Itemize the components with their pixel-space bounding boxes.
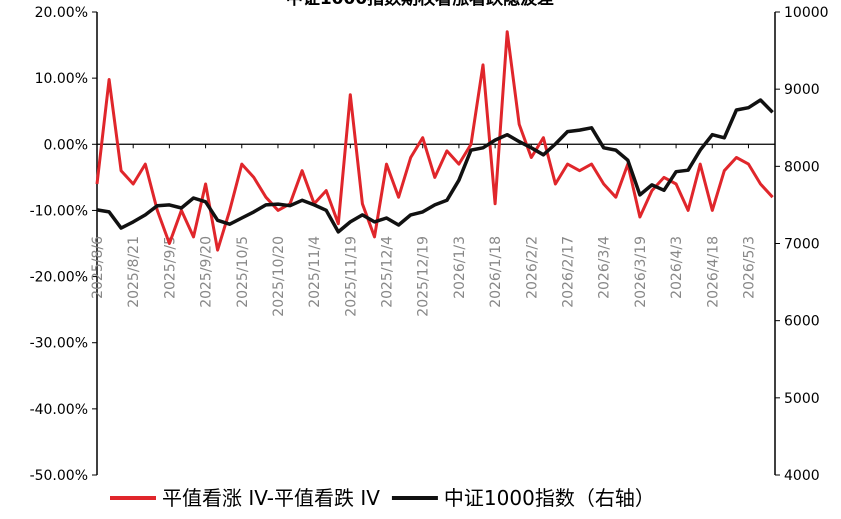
y-tick-label: -20.00%	[30, 270, 88, 286]
legend-label: 平值看涨 IV-平值看跌 IV	[162, 486, 380, 510]
x-tick-label: 2025/12/4	[380, 236, 396, 308]
x-tick-label: 2025/12/19	[416, 236, 432, 317]
chart-title: 中证1000指数期权看涨看跌隐波差	[286, 0, 554, 9]
y-tick-label: -30.00%	[30, 336, 88, 352]
x-tick-label: 2026/1/3	[452, 236, 468, 299]
y2-tick-label: 8000	[784, 159, 820, 175]
y2-tick-label: 6000	[784, 314, 820, 330]
x-tick-label: 2025/8/21	[126, 236, 142, 308]
x-tick-label: 2025/11/19	[343, 236, 359, 317]
y-tick-label: -50.00%	[30, 468, 88, 484]
x-tick-label: 2026/2/2	[524, 236, 540, 299]
y2-tick-label: 9000	[784, 82, 820, 98]
y2-tick-label: 5000	[784, 391, 820, 407]
x-tick-label: 2025/9/5	[162, 236, 178, 299]
y-tick-label: -40.00%	[30, 402, 88, 418]
x-tick-label: 2025/10/5	[235, 236, 251, 308]
x-tick-label: 2025/9/20	[199, 236, 215, 308]
x-tick-label: 2026/1/18	[488, 236, 504, 308]
x-tick-label: 2026/2/17	[560, 236, 576, 308]
series-line	[96, 98, 774, 234]
x-tick-label: 2026/5/3	[741, 236, 757, 299]
y-tick-label: 20.00%	[35, 5, 88, 21]
x-tick-label: 2026/4/18	[705, 236, 721, 308]
x-tick-label: 2026/3/4	[597, 236, 613, 299]
y2-tick-label: 10000	[784, 5, 829, 21]
y-tick-label: 0.00%	[44, 137, 88, 153]
x-tick-label: 2025/8/6	[90, 236, 106, 299]
series-line	[95, 30, 774, 252]
legend-label: 中证1000指数（右轴）	[444, 486, 655, 510]
y-tick-label: -10.00%	[30, 203, 88, 219]
y-tick-label: 10.00%	[35, 71, 88, 87]
y2-tick-label: 4000	[784, 468, 820, 484]
x-tick-label: 2026/3/19	[633, 236, 649, 308]
x-tick-label: 2026/4/3	[669, 236, 685, 299]
y2-tick-label: 7000	[784, 237, 820, 253]
x-tick-label: 2025/10/20	[271, 236, 287, 317]
x-tick-label: 2025/11/4	[307, 236, 323, 308]
